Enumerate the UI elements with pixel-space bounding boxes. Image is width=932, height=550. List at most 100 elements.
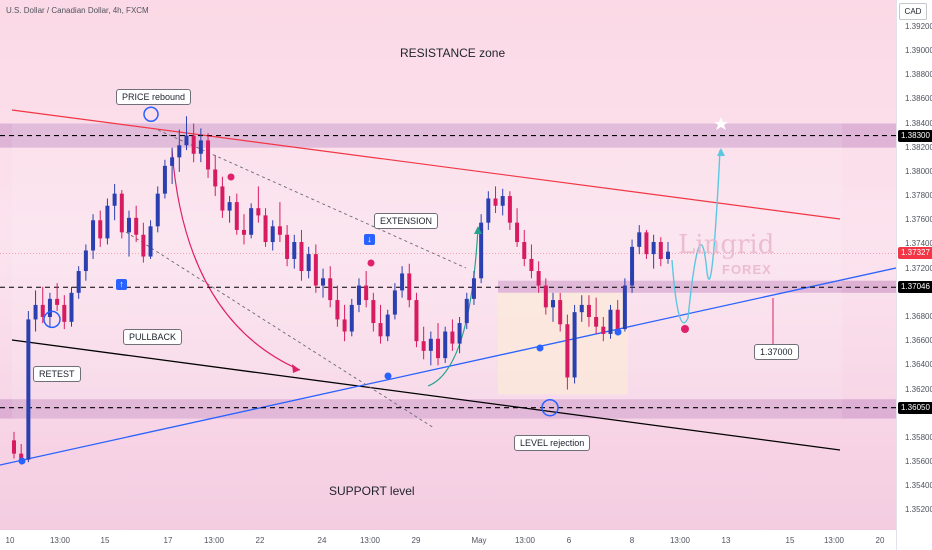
projection-path [671, 149, 721, 324]
candle-body [421, 341, 426, 351]
candle-body [414, 300, 419, 342]
star-icon [714, 117, 728, 130]
candle-body [500, 196, 505, 206]
resistance-trendline [11, 109, 841, 220]
candle-body [328, 278, 333, 301]
candle-body [579, 304, 584, 313]
candle-body [392, 290, 397, 315]
candle-body [529, 258, 534, 272]
candle-body [436, 338, 441, 359]
candle-body [112, 193, 117, 206]
extension-label: EXTENSION [374, 213, 439, 229]
candle-body [630, 246, 635, 286]
candle-body [342, 319, 347, 332]
price-axis[interactable] [896, 0, 932, 550]
candle-body [263, 215, 268, 243]
x-tick: 15 [785, 536, 795, 545]
candle-body [19, 453, 24, 460]
candle-body [313, 254, 318, 286]
x-tick: 13:00 [823, 536, 845, 545]
candle-body [285, 234, 290, 259]
candle-body [299, 242, 304, 272]
candle-body [126, 217, 131, 233]
x-tick: 20 [875, 536, 885, 545]
candle-body [400, 273, 405, 291]
candle-body [306, 254, 311, 272]
retest-circle [43, 310, 61, 329]
y-tick: 1.38400 [905, 118, 932, 128]
candle-body [572, 312, 577, 378]
trend-lines [0, 109, 897, 466]
candle-body [543, 285, 548, 308]
y-tick: 1.38600 [905, 94, 932, 104]
horizontal-levels [0, 135, 896, 409]
candle-body [428, 338, 433, 351]
candle-body [184, 135, 189, 146]
support-price-label: 1.36050 [898, 401, 932, 414]
point-marker [227, 173, 235, 181]
x-tick: 6 [566, 536, 572, 545]
candle-body [637, 232, 642, 247]
candle-body [666, 251, 670, 259]
candle-body [76, 271, 81, 293]
y-tick: 1.35200 [905, 505, 932, 515]
x-tick: 13:00 [359, 536, 381, 545]
candle-body [658, 242, 663, 259]
time-axis[interactable] [0, 530, 896, 550]
point-marker [18, 457, 26, 465]
x-tick: May [471, 536, 487, 545]
candle-body [62, 304, 67, 322]
candle-body [586, 304, 591, 317]
x-tick: 17 [163, 536, 173, 545]
pullback-arrowhead [292, 364, 300, 373]
candle-body [349, 304, 354, 332]
y-tick: 1.37400 [905, 239, 932, 249]
down-arrow-icon: ↓ [364, 234, 375, 245]
candle-body [536, 271, 541, 286]
candle-body [249, 208, 254, 235]
resistance-price-label: 1.38300 [898, 129, 932, 142]
retest-label: RETEST [33, 366, 81, 382]
zone-bands [0, 123, 896, 419]
x-tick: 22 [255, 536, 265, 545]
candle-body [371, 300, 376, 324]
target-price-label: 1.37000 [754, 344, 799, 360]
candle-body [486, 198, 491, 223]
channel-shade [12, 123, 842, 419]
candle-body [141, 234, 146, 257]
candle-body [522, 242, 527, 259]
y-tick: 1.35600 [905, 457, 932, 467]
y-tick: 1.35400 [905, 481, 932, 491]
candle-body [83, 250, 88, 272]
candle-body [26, 319, 31, 460]
channel-lower-dashed [125, 231, 435, 429]
candle-body [98, 220, 103, 239]
support-level-label: SUPPORT level [329, 484, 415, 498]
y-tick: 1.39000 [905, 45, 932, 55]
candle-body [378, 323, 383, 337]
candle-body [170, 157, 175, 166]
y-tick: 1.38000 [905, 166, 932, 176]
level-rejection-label: LEVEL rejection [514, 435, 591, 451]
x-tick: 15 [100, 536, 110, 545]
resistance-zone-label: RESISTANCE zone [400, 46, 506, 60]
candle-body [220, 186, 225, 211]
x-tick: 13:00 [514, 536, 536, 545]
candle-body [644, 232, 649, 255]
candle-body [105, 205, 110, 239]
currency-button[interactable]: CAD [899, 3, 927, 20]
point-marker [536, 344, 544, 352]
lingrid-logo-sub: FOREX [722, 262, 772, 277]
chart-header: U.S. Dollar / Canadian Dollar, 4h, FXCM [6, 6, 149, 15]
markers [18, 106, 728, 465]
candle-body [155, 193, 160, 227]
x-tick: 13:00 [203, 536, 225, 545]
candle-body [601, 326, 606, 334]
pivot-price-label: 1.37046 [898, 281, 932, 294]
up-arrow-icon: ↑ [116, 279, 127, 290]
y-tick: 1.35800 [905, 432, 932, 442]
y-tick: 1.36600 [905, 336, 932, 346]
x-tick: 29 [411, 536, 421, 545]
x-tick: 24 [317, 536, 327, 545]
